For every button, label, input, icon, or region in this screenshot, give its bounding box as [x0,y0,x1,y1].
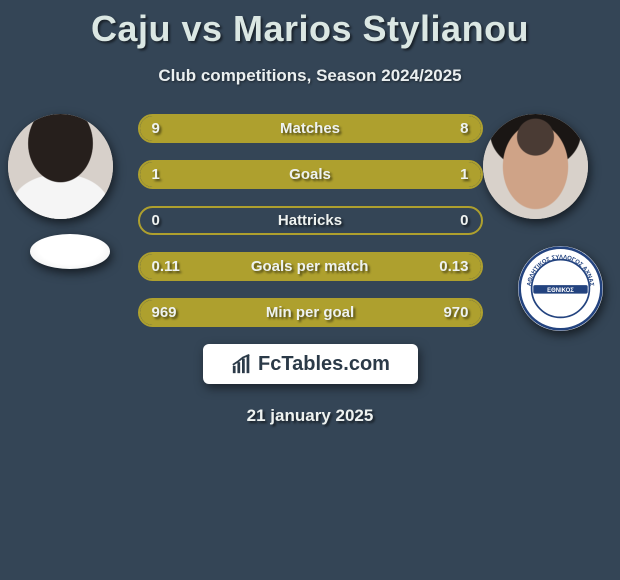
club-right-logo: ΕΘΝΙΚΟΣ ΑΘΛΗΤΙΚΟΣ ΣΥΛΛΟΓΟΣ ΑΧΝΑΣ [518,246,603,331]
stat-value-left: 1 [140,166,160,183]
stat-label: Goals [160,166,460,183]
stat-value-right: 0 [460,212,480,229]
stat-value-left: 9 [140,120,160,137]
stat-row: 1Goals1 [138,160,483,189]
ethnikos-icon: ΕΘΝΙΚΟΣ ΑΘΛΗΤΙΚΟΣ ΣΥΛΛΟΓΟΣ ΑΧΝΑΣ [518,246,603,331]
stat-value-left: 969 [140,304,177,321]
subtitle: Club competitions, Season 2024/2025 [0,66,620,86]
footer-label: FcTables.com [258,353,390,376]
date: 21 january 2025 [0,406,620,426]
stat-value-right: 970 [443,304,480,321]
stat-value-right: 8 [460,120,480,137]
player-right-photo [483,114,588,219]
stat-row: 9Matches8 [138,114,483,143]
stat-row: 0Hattricks0 [138,206,483,235]
stat-row: 0.11Goals per match0.13 [138,252,483,281]
stat-label: Matches [160,120,460,137]
footer-badge: FcTables.com [203,344,418,384]
stat-value-right: 0.13 [439,258,480,275]
stat-rows: 9Matches8 1Goals1 0Hattricks0 0.11Goals per… [138,114,483,327]
player-left-photo [8,114,113,219]
stat-value-left: 0 [140,212,160,229]
svg-text:ΕΘΝΙΚΟΣ: ΕΘΝΙΚΟΣ [547,288,574,294]
page-title: Caju vs Marios Stylianou [0,0,620,50]
stat-value-left: 0.11 [140,258,180,275]
chart-icon [230,353,254,375]
stat-value-right: 1 [460,166,480,183]
stat-row: 969Min per goal970 [138,298,483,327]
stat-label: Goals per match [180,258,439,275]
club-left-logo [30,234,110,269]
stat-label: Hattricks [160,212,460,229]
stat-label: Min per goal [177,304,444,321]
stats-area: ΕΘΝΙΚΟΣ ΑΘΛΗΤΙΚΟΣ ΣΥΛΛΟΓΟΣ ΑΧΝΑΣ 9Matche… [0,114,620,327]
